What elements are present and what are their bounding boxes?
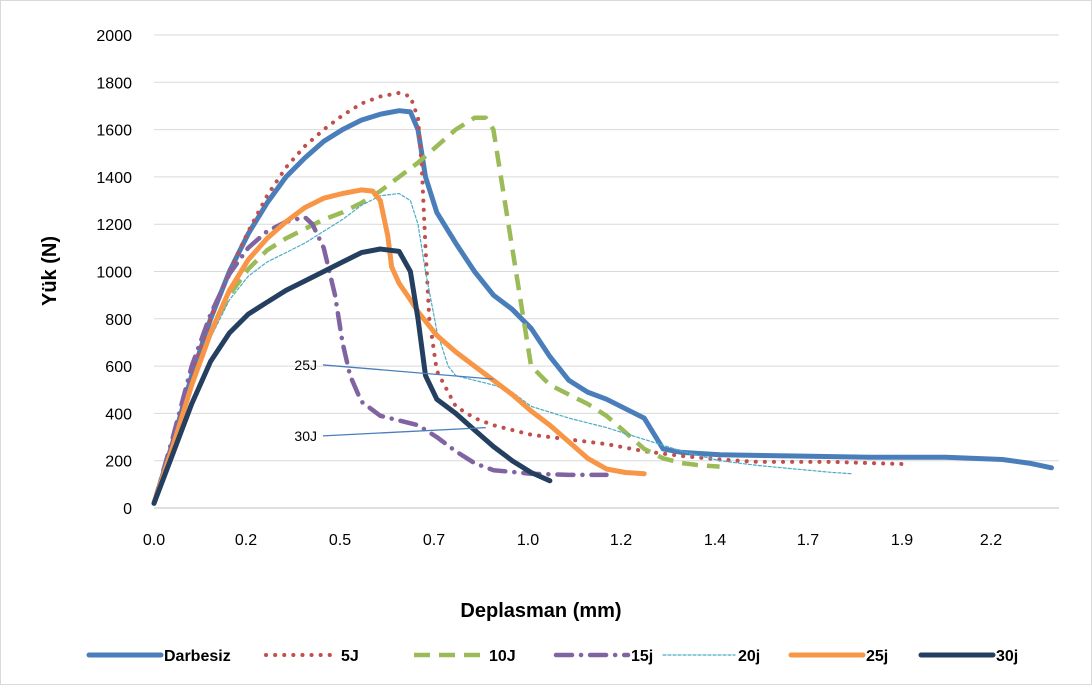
y-tick-label: 0 xyxy=(123,501,132,518)
x-axis-title: Deplasman (mm) xyxy=(460,600,621,622)
annotation-label: 25J xyxy=(294,357,317,373)
x-tick-label: 0.5 xyxy=(329,532,351,549)
legend-label-20j: 20j xyxy=(738,648,760,665)
y-tick-label: 600 xyxy=(105,359,132,376)
annotation-label: 30J xyxy=(294,428,317,444)
annotation-leader-line xyxy=(322,426,486,437)
y-tick-label: 800 xyxy=(105,312,132,329)
annotation-leader-line xyxy=(322,364,494,380)
x-tick-label: 1.2 xyxy=(610,532,632,549)
series-lines xyxy=(151,90,1054,506)
y-axis-title: Yük (N) xyxy=(39,236,61,306)
legend: Darbesiz 5J 10J 15j 20j 25j 30j xyxy=(86,648,1018,665)
annotations: 25J 30J xyxy=(294,357,494,444)
series-line-30j xyxy=(151,246,553,506)
x-tick-label: 1.9 xyxy=(891,532,913,549)
x-tick-label: 1.4 xyxy=(704,532,726,549)
x-tick-label: 0.0 xyxy=(143,532,165,549)
series-line-20j xyxy=(153,192,853,504)
legend-label-5j: 5J xyxy=(341,648,359,665)
series-line-15j xyxy=(151,214,609,506)
gridlines xyxy=(154,34,1059,462)
y-tick-label: 1400 xyxy=(96,170,132,187)
y-tick-label: 400 xyxy=(105,406,132,423)
series-line-5j xyxy=(152,90,911,506)
legend-label-15j: 15j xyxy=(631,648,653,665)
series-line-10j xyxy=(151,115,720,505)
y-tick-label: 2000 xyxy=(96,28,132,45)
x-tick-label: 2.2 xyxy=(980,532,1002,549)
legend-label-darbesiz: Darbesiz xyxy=(164,648,231,665)
y-tick-label: 1800 xyxy=(96,75,132,92)
series-line-darbesiz xyxy=(151,108,1054,506)
y-tick-label: 1000 xyxy=(96,265,132,282)
legend-label-30j: 30j xyxy=(996,648,1018,665)
y-tick-label: 1600 xyxy=(96,123,132,140)
legend-label-25j: 25j xyxy=(866,648,888,665)
axes: 0 200 400 600 800 1000 1200 1400 1600 1800 2000 0.0… xyxy=(96,28,1059,549)
legend-label-10j: 10J xyxy=(489,648,516,665)
y-tick-label: 1200 xyxy=(96,217,132,234)
series-line-25j xyxy=(151,187,647,506)
x-tick-label: 0.2 xyxy=(235,532,257,549)
x-tick-label: 0.7 xyxy=(423,532,445,549)
x-tick-label: 1.7 xyxy=(797,532,819,549)
y-tick-label: 200 xyxy=(105,454,132,471)
x-tick-label: 1.0 xyxy=(517,532,539,549)
